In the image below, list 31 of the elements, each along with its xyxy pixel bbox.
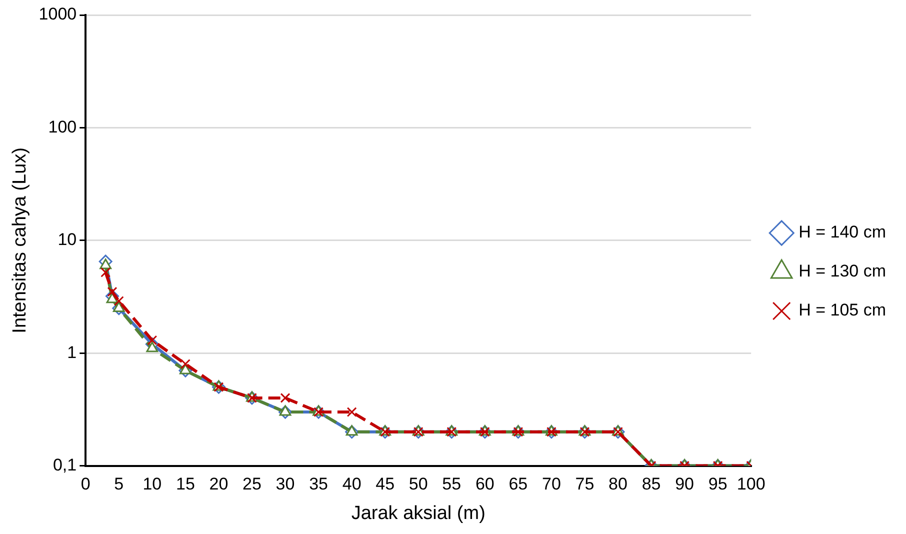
x-tick-label: 70 <box>542 474 561 494</box>
x-tick-label: 95 <box>708 474 728 494</box>
x-tick-label: 100 <box>736 474 766 494</box>
x-tick-label: 15 <box>176 474 195 494</box>
x-tick-label: 35 <box>309 474 328 494</box>
y-tick-label: 10 <box>58 230 77 250</box>
x-tick-label: 40 <box>342 474 362 494</box>
x-tick-label: 20 <box>209 474 228 494</box>
x-tick-label: 65 <box>508 474 528 494</box>
x-tick-label: 5 <box>114 474 124 494</box>
legend-label: H = 105 cm <box>798 300 886 320</box>
y-tick-label: 100 <box>48 117 77 136</box>
x-tick-label: 0 <box>80 474 90 494</box>
x-tick-label: 75 <box>575 474 594 494</box>
legend-label: H = 130 cm <box>798 262 886 281</box>
x-tick-label: 80 <box>608 474 628 494</box>
y-axis-title: Intensitas cahya (Lux) <box>10 147 31 334</box>
x-tick-label: 55 <box>442 474 462 494</box>
x-tick-label: 10 <box>142 474 162 494</box>
x-axis-title: Jarak aksial (m) <box>351 502 486 524</box>
y-tick-label: 1000 <box>38 4 77 24</box>
x-tick-label: 50 <box>408 474 428 494</box>
x-tick-label: 45 <box>376 474 395 494</box>
x-tick-label: 60 <box>475 474 494 494</box>
x-tick-label: 30 <box>276 474 295 494</box>
x-tick-label: 85 <box>642 474 661 494</box>
legend-label: H = 140 cm <box>798 222 886 242</box>
x-tick-label: 25 <box>242 474 262 494</box>
x-tick-label: 90 <box>675 474 694 494</box>
y-tick-label: 1 <box>67 342 77 362</box>
y-tick-label: 0,1 <box>52 455 77 474</box>
